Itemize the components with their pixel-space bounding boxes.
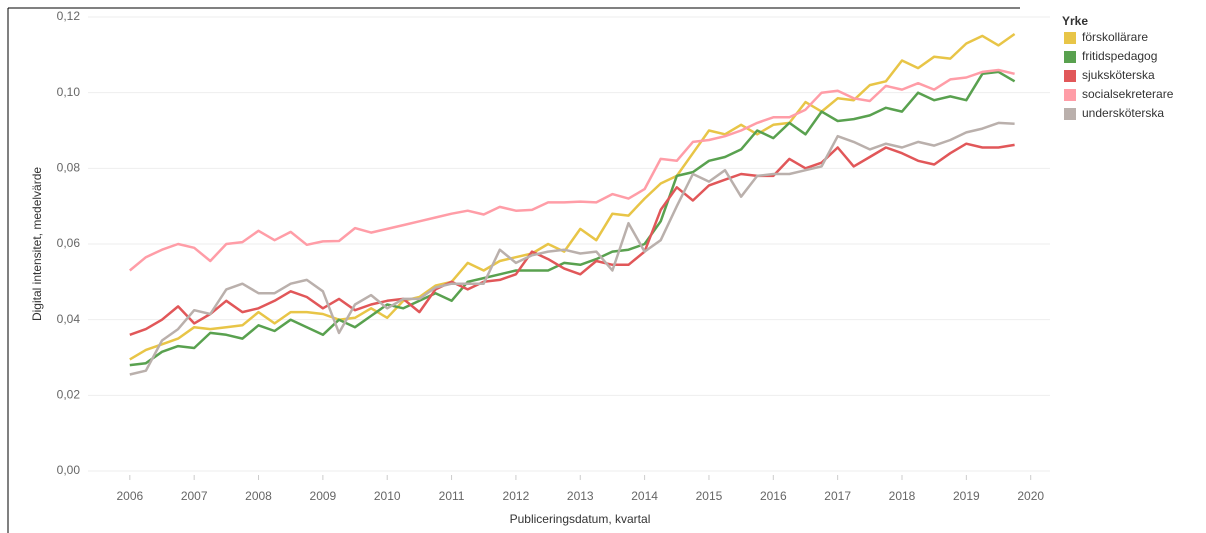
series-line [129,70,1016,367]
x-tick-label: 2019 [953,489,980,503]
legend-swatch [1064,70,1076,82]
x-tick-label: 2009 [310,489,337,503]
x-axis-label: Publiceringsdatum, kvartal [510,512,651,526]
x-tick-label: 2016 [760,489,787,503]
y-tick-label: 0,06 [57,236,81,250]
x-tick-label: 2010 [374,489,401,503]
legend-swatch [1064,32,1076,44]
legend-title: Yrke [1062,14,1088,28]
series-line [129,142,1015,336]
legend-swatch [1064,51,1076,63]
y-tick-label: 0,10 [57,85,81,99]
x-tick-label: 2013 [567,489,594,503]
legend-label: förskollärare [1082,30,1148,44]
y-tick-label: 0,08 [57,161,81,175]
legend-label: sjuksköterska [1082,68,1155,82]
legend-label: undersköterska [1082,106,1164,120]
x-tick-label: 2020 [1017,489,1044,503]
series-line [129,68,1015,272]
x-tick-label: 2012 [503,489,530,503]
legend-label: socialsekreterare [1082,87,1174,101]
y-tick-label: 0,02 [57,388,81,402]
y-tick-label: 0,00 [57,463,81,477]
x-tick-label: 2011 [439,489,465,503]
x-tick-label: 2015 [696,489,723,503]
x-tick-label: 2006 [116,489,143,503]
series-line [129,32,1016,361]
x-tick-label: 2008 [245,489,272,503]
legend-swatch [1064,108,1076,120]
y-tick-label: 0,04 [57,312,81,326]
legend-label: fritidspedagog [1082,49,1157,63]
x-tick-label: 2017 [824,489,851,503]
x-tick-label: 2014 [631,489,658,503]
series-line [129,121,1015,376]
legend-swatch [1064,89,1076,101]
x-tick-label: 2007 [181,489,208,503]
y-tick-label: 0,12 [57,9,81,23]
x-tick-label: 2018 [889,489,916,503]
y-axis-label: Digital intensitet, medelvärde [30,167,44,321]
